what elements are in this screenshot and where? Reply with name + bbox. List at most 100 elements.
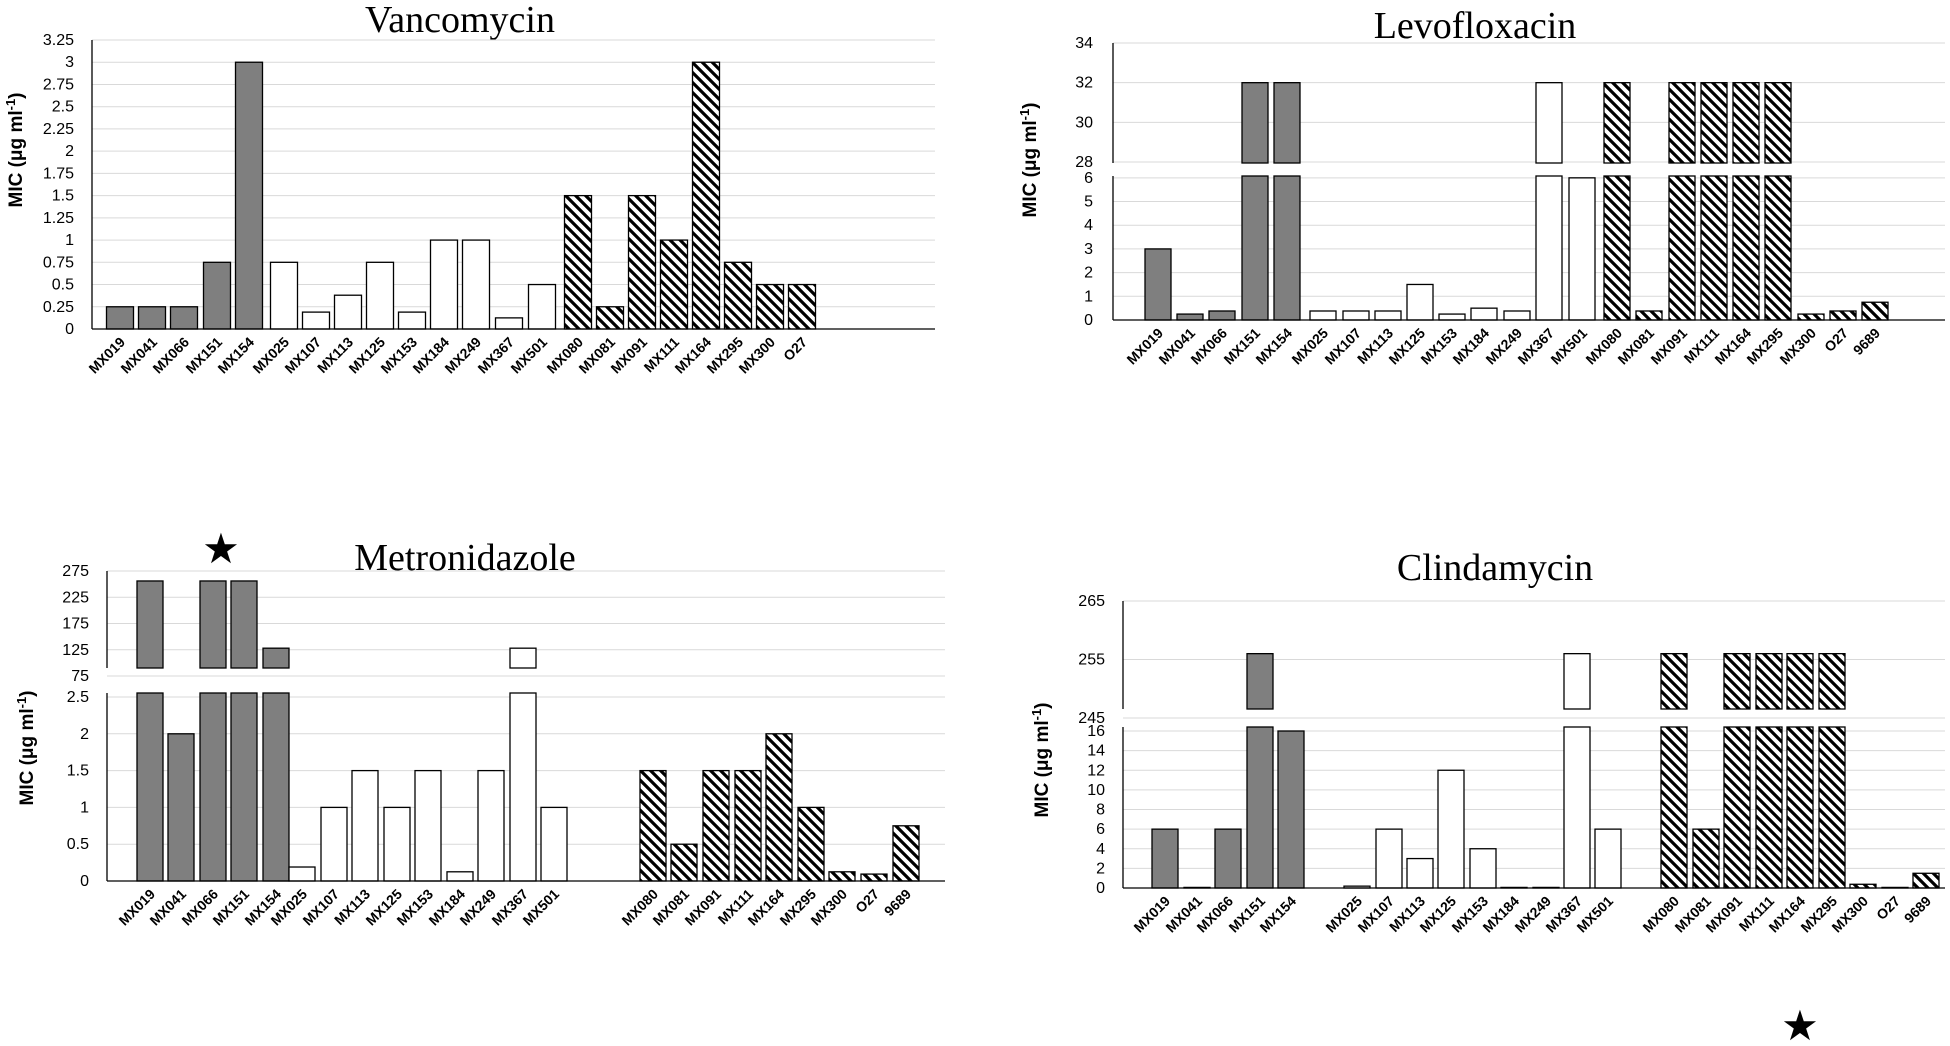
y-tick-label: 175 xyxy=(62,616,89,633)
bar-mx164 xyxy=(1786,653,1814,889)
y-axis-label-sup: -1 xyxy=(3,99,18,111)
bar-mx151-upper xyxy=(230,580,258,669)
bar-mx041 xyxy=(137,306,167,330)
bar-mx125 xyxy=(1437,769,1465,889)
y-axis-label-close: ) xyxy=(6,92,27,98)
bar-mx113 xyxy=(1406,857,1434,889)
y-axis-label: MIC (μg ml-1) xyxy=(1029,702,1053,817)
axes xyxy=(106,571,945,882)
y-tick-label: 3 xyxy=(1084,241,1093,258)
bar-mx111 xyxy=(1700,82,1728,321)
y-axis-label-close: ) xyxy=(1020,102,1041,108)
x-tick-label: 9689 xyxy=(1850,325,1883,358)
x-tick-label: MX154 xyxy=(1252,325,1295,368)
bar-mx019 xyxy=(105,306,135,330)
bar-mx184 xyxy=(429,239,459,330)
bar-mx184 xyxy=(446,871,474,882)
bar-mx295-upper xyxy=(1818,653,1846,710)
y-tick-label: 16 xyxy=(1087,723,1105,740)
x-tick-label: MX249 xyxy=(441,334,484,377)
y-tick-label: 3.25 xyxy=(43,32,74,49)
bar-mx019 xyxy=(1144,248,1172,321)
bar-mx154-lower xyxy=(1273,175,1301,321)
bar-mx164-lower xyxy=(1732,175,1760,321)
bar-mx080 xyxy=(1603,82,1631,321)
y-tick-label: 28 xyxy=(1075,154,1093,171)
y-axis-label-main: MIC (μg ml xyxy=(6,110,27,207)
bar-mx111 xyxy=(1755,653,1783,889)
bar-mx295-lower xyxy=(1764,175,1792,321)
x-tick-label: O27 xyxy=(1821,325,1851,355)
bar-mx091-lower xyxy=(1723,726,1751,889)
y-tick-label: 2.5 xyxy=(67,689,89,706)
axes xyxy=(1122,601,1945,889)
y-tick-label: 2.25 xyxy=(43,121,74,138)
bar-mx164 xyxy=(765,733,793,882)
y-tick-label: 225 xyxy=(62,589,89,606)
y-tick-label: 34 xyxy=(1075,35,1093,52)
y-tick-label: 1.5 xyxy=(67,763,89,780)
bar-mx154 xyxy=(1273,82,1301,321)
x-tick-label: MX367 xyxy=(474,334,517,377)
x-tick-label: O27 xyxy=(1873,893,1903,923)
axes xyxy=(91,40,935,330)
bar-mx066 xyxy=(1208,310,1236,321)
y-tick-label: 14 xyxy=(1087,743,1105,760)
bar-mx151 xyxy=(230,580,258,882)
y-tick-label: 1.25 xyxy=(43,210,74,227)
bar-mx107 xyxy=(301,311,331,330)
y-tick-label: 275 xyxy=(62,563,89,580)
bar-mx091 xyxy=(1723,653,1751,889)
bar-mx154-upper xyxy=(262,647,290,669)
bar-mx164-lower xyxy=(1786,726,1814,889)
bar-mx367-lower xyxy=(1535,175,1563,321)
bar-mx501 xyxy=(1594,828,1622,889)
bar-mx501 xyxy=(540,806,568,882)
panel-vancomycin: Vancomycin MIC (μg ml-1) 0 0.25 0.5 0.75 1 1.… xyxy=(3,0,935,376)
bar-mx125 xyxy=(365,261,395,330)
y-axis-label-sup: -1 xyxy=(1017,109,1032,121)
bar-mx295-upper xyxy=(1764,82,1792,164)
bar-mx151-lower xyxy=(1246,726,1274,889)
bar-mx019 xyxy=(1151,828,1179,889)
x-tick-labels: MX019MX041MX066MX151MX154MX025MX107MX113… xyxy=(115,886,914,929)
bar-mx091 xyxy=(627,194,657,330)
y-tick-label: 4 xyxy=(1096,841,1105,858)
bar-mx154 xyxy=(234,61,264,330)
bar-mx091 xyxy=(1668,82,1696,321)
y-tick-label: 0 xyxy=(65,321,74,338)
bar-mx367-lower xyxy=(1563,726,1591,889)
bar-mx080 xyxy=(563,194,593,330)
x-tick-label: MX154 xyxy=(214,334,257,377)
bar-mx153 xyxy=(397,311,427,330)
panel-title: Clindamycin xyxy=(1397,547,1593,589)
bar-mx367 xyxy=(1563,653,1591,889)
x-tick-label: MX091 xyxy=(607,334,650,377)
bar-mx066 xyxy=(169,306,199,330)
y-tick-label: 75 xyxy=(71,668,89,685)
bar-mx019-lower xyxy=(136,692,164,882)
y-tick-label: 6 xyxy=(1084,170,1093,187)
bar-mx249 xyxy=(1503,310,1531,321)
bar-mx066-upper xyxy=(199,580,227,669)
y-tick-label: 1.5 xyxy=(52,188,74,205)
bar-mx081 xyxy=(1692,828,1720,889)
y-tick-label: 32 xyxy=(1075,75,1093,92)
y-axis-label-close: ) xyxy=(1032,702,1053,708)
y-axis-label-sup: -1 xyxy=(1029,709,1044,721)
bar-mx151-lower xyxy=(230,692,258,882)
x-tick-labels: MX019MX041MX066MX151MX154MX025MX107MX113… xyxy=(85,334,810,377)
bar-mx080-lower xyxy=(1603,175,1631,321)
y-tick-label: 2 xyxy=(1096,860,1105,877)
y-tick-labels: 0 0.25 0.5 0.75 1 1.25 1.5 1.75 2 2.25 2.5 2.75 3 3.2… xyxy=(43,32,74,338)
panel-title: Levofloxacin xyxy=(1374,5,1577,47)
y-tick-label: 10 xyxy=(1087,782,1105,799)
y-tick-label: 5 xyxy=(1084,194,1093,211)
bar-mx151 xyxy=(202,261,232,330)
y-tick-label: 1 xyxy=(80,799,89,816)
bar-mx367-upper xyxy=(1535,82,1563,164)
y-tick-label: 4 xyxy=(1084,217,1093,234)
x-tick-label: MX066 xyxy=(1187,325,1230,368)
